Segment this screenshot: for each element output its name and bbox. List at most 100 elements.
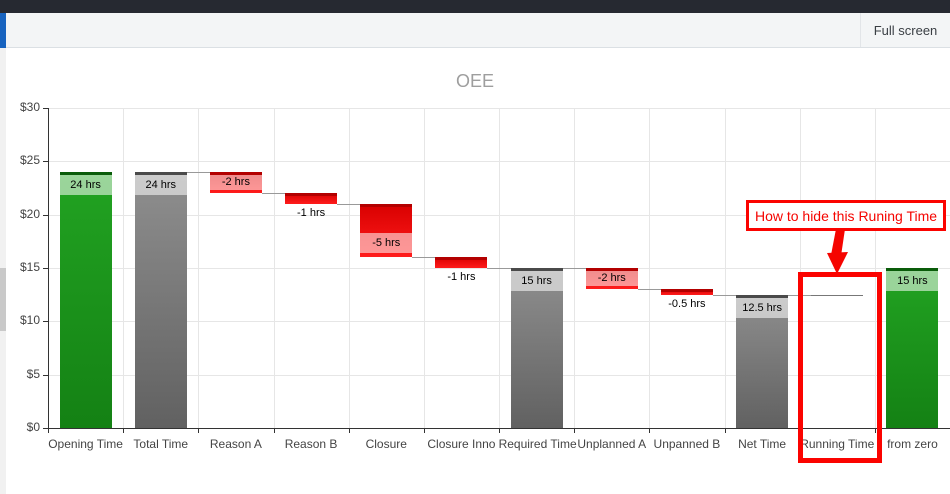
y-axis-label: $0 — [26, 420, 40, 434]
x-axis-tick — [273, 428, 275, 433]
x-axis-tick — [348, 428, 350, 433]
bar-value-label: 15 hrs — [510, 271, 563, 291]
waterfall-connector — [412, 257, 436, 259]
y-axis-label: $15 — [19, 260, 40, 274]
bar-closure-inno[interactable] — [435, 257, 488, 268]
gridline-v — [348, 108, 350, 428]
x-axis-category-label: Required Time — [498, 437, 577, 451]
bar-top-edge — [660, 289, 713, 293]
top-title-bar — [0, 0, 950, 13]
bar-top-edge — [134, 172, 187, 175]
y-axis-tick — [43, 321, 48, 323]
left-scrollbar-track[interactable] — [0, 48, 6, 494]
y-axis-label: $10 — [19, 313, 40, 328]
waterfall-connector — [712, 294, 737, 296]
y-axis-tick — [43, 374, 48, 376]
x-axis-category-label: Total Time — [133, 437, 189, 451]
y-axis-label: $20 — [19, 206, 40, 221]
gridline-v — [874, 108, 876, 428]
bar-running-time-hidden-line — [811, 294, 864, 296]
x-axis-category-label: Closure — [365, 437, 407, 451]
x-axis-category-label: Unplanned A — [577, 437, 647, 451]
bar-top-edge — [435, 257, 488, 261]
active-panel-accent — [0, 13, 6, 48]
bar-unplanned-a[interactable]: -2 hrs — [585, 268, 638, 290]
bar-value-label: -2 hrs — [209, 175, 262, 191]
y-axis-tick — [43, 268, 48, 269]
waterfall-connector — [562, 268, 586, 269]
gridline-v — [649, 108, 651, 428]
bar-value-label: 15 hrs — [886, 271, 939, 291]
bar-value-label: 24 hrs — [134, 175, 187, 195]
bar-closure[interactable]: -5 hrs — [360, 204, 413, 258]
gridline-v — [198, 108, 200, 428]
bar-value-label: 24 hrs — [59, 175, 112, 195]
bar-value-label: -1 hrs — [447, 271, 476, 283]
x-axis-tick — [123, 428, 125, 433]
waterfall-connector — [337, 204, 361, 205]
toolbar: Full screen — [0, 13, 950, 48]
left-scrollbar-thumb[interactable] — [0, 268, 6, 331]
bar-reason-a[interactable]: -2 hrs — [209, 172, 262, 194]
waterfall-connector — [637, 289, 661, 291]
x-axis-tick — [724, 428, 726, 433]
x-axis-tick — [423, 428, 425, 433]
gridline-v — [273, 108, 275, 428]
y-axis-line — [48, 108, 49, 429]
y-axis-label: $30 — [19, 100, 40, 114]
x-axis-category-label: Unpanned B — [653, 437, 721, 451]
bar-top-edge — [209, 172, 262, 175]
waterfall-connector — [487, 268, 511, 269]
x-axis-tick — [574, 428, 576, 433]
y-axis-label: $25 — [19, 153, 40, 168]
bar-top-edge — [360, 204, 413, 207]
x-axis-category-label: Reason B — [284, 437, 338, 451]
x-axis-category-label: from zero — [887, 437, 938, 451]
bar-unpanned-b[interactable] — [660, 289, 713, 295]
x-axis-line — [43, 428, 950, 429]
x-axis-category-label: Net Time — [738, 437, 787, 451]
x-axis-tick — [198, 428, 200, 433]
bar-top-edge — [285, 193, 338, 197]
bar-top-edge — [585, 268, 638, 271]
y-axis-label: $5 — [26, 366, 40, 381]
x-axis-category-label: Opening Time — [48, 437, 123, 451]
bar-reason-b[interactable] — [285, 193, 338, 204]
y-axis-tick — [43, 161, 48, 163]
bar-required-time[interactable]: 15 hrs — [510, 268, 563, 428]
bar-opening-time[interactable]: 24 hrs — [59, 172, 112, 428]
x-axis-category-label: Reason A — [209, 437, 262, 451]
bar-top-edge — [886, 268, 939, 271]
gridline-v — [423, 108, 425, 428]
gridline-v — [123, 108, 125, 428]
waterfall-connector — [186, 172, 210, 173]
x-axis-tick — [48, 428, 49, 433]
x-axis-tick — [874, 428, 876, 433]
annotation-highlight-rect — [798, 272, 882, 463]
annotation-note: How to hide this Runing Time — [746, 200, 946, 231]
annotation-arrow-icon — [827, 229, 848, 274]
annotation-note-text: How to hide this Runing Time — [754, 207, 938, 224]
waterfall-connector — [261, 193, 286, 195]
x-axis-tick — [499, 428, 500, 433]
bar-value-label: -0.5 hrs — [668, 297, 706, 310]
y-axis-tick — [43, 214, 48, 216]
bar-total-time[interactable]: 24 hrs — [134, 172, 187, 428]
bar-from-zero[interactable]: 15 hrs — [886, 268, 939, 428]
bar-top-edge — [510, 268, 563, 271]
x-axis-category-label: Running Time — [800, 437, 875, 451]
chart-panel: OEE $0 $5 $10 $15 $20 $25 $30 24 hrs Opening Tim… — [0, 48, 950, 494]
bar-value-label: 12.5 hrs — [736, 297, 789, 318]
gridline-v — [799, 108, 801, 428]
bar-top-edge — [59, 172, 112, 175]
x-axis-tick — [649, 428, 651, 433]
full-screen-button[interactable]: Full screen — [860, 13, 950, 47]
bar-net-time[interactable]: 12.5 hrs — [736, 294, 789, 428]
bar-value-label: -1 hrs — [297, 207, 326, 219]
bar-value-label: -5 hrs — [360, 233, 413, 254]
chart-title: OEE — [455, 71, 494, 91]
gridline-v — [724, 108, 726, 428]
x-axis-category-label: Closure Inno — [427, 437, 496, 451]
y-axis-tick — [43, 108, 48, 109]
